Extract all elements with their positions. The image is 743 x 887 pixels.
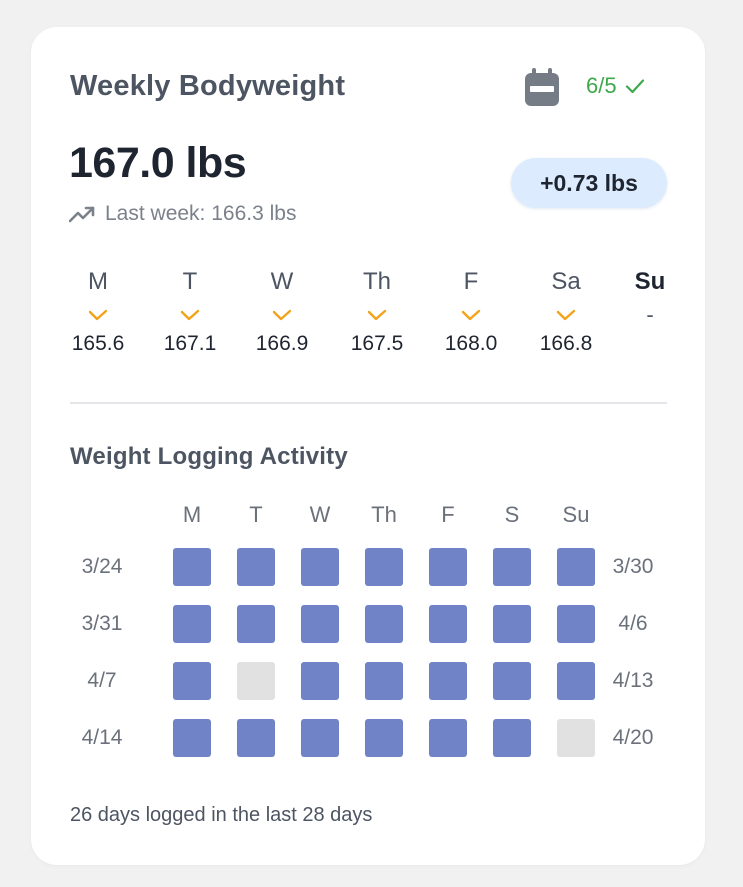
activity-cell-empty[interactable]	[557, 719, 595, 757]
activity-day-header: F	[441, 502, 455, 527]
day-column[interactable]: M 165.6	[53, 268, 143, 356]
trending-up-icon	[69, 206, 95, 223]
day-weight: 166.8	[539, 332, 593, 355]
day-column[interactable]: Th 167.5	[332, 268, 422, 356]
day-weight: -	[646, 302, 654, 327]
goal-count: 6/5	[586, 73, 617, 98]
check-icon	[426, 302, 516, 328]
activity-cell-logged[interactable]	[557, 662, 595, 700]
activity-cell-empty[interactable]	[237, 662, 275, 700]
activity-cell-logged[interactable]	[429, 719, 467, 757]
week-end-label: 3/30	[612, 555, 654, 578]
week-start-label: 3/31	[81, 612, 123, 635]
activity-cell-logged[interactable]	[301, 548, 339, 586]
day-column[interactable]: Sa 166.8	[521, 268, 611, 356]
day-column[interactable]: W 166.9	[237, 268, 327, 356]
activity-cell-logged[interactable]	[365, 548, 403, 586]
check-icon	[145, 302, 235, 328]
activity-cell-logged[interactable]	[237, 548, 275, 586]
activity-cell-logged[interactable]	[429, 605, 467, 643]
activity-cell-logged[interactable]	[429, 548, 467, 586]
day-weight: 168.0	[444, 332, 498, 355]
day-weight: 167.1	[163, 332, 217, 355]
day-label: F	[463, 268, 479, 295]
activity-cell-logged[interactable]	[173, 662, 211, 700]
activity-cell-logged[interactable]	[365, 719, 403, 757]
divider	[70, 402, 667, 404]
activity-cell-logged[interactable]	[237, 605, 275, 643]
activity-day-header: M	[182, 502, 202, 527]
day-label: Su	[634, 268, 666, 295]
day-label: M	[88, 268, 108, 295]
check-icon	[332, 302, 422, 328]
activity-cell-logged[interactable]	[557, 548, 595, 586]
day-weight: 167.5	[350, 332, 404, 355]
activity-cell-logged[interactable]	[237, 719, 275, 757]
activity-cell-logged[interactable]	[365, 662, 403, 700]
activity-cell-logged[interactable]	[301, 605, 339, 643]
check-icon	[521, 302, 611, 328]
goal-progress: 6/5	[586, 73, 645, 99]
activity-cell-logged[interactable]	[301, 719, 339, 757]
week-start-label: 4/7	[87, 669, 117, 692]
last-week-text: Last week: 166.3 lbs	[105, 202, 297, 225]
day-label: Th	[362, 268, 391, 295]
activity-cell-logged[interactable]	[429, 662, 467, 700]
week-end-label: 4/20	[612, 726, 654, 749]
weight-delta-badge: +0.73 lbs	[511, 158, 667, 208]
day-column[interactable]: T 167.1	[145, 268, 235, 356]
activity-cell-logged[interactable]	[493, 605, 531, 643]
activity-day-header: Th	[371, 502, 397, 527]
day-label: T	[182, 268, 198, 295]
bodyweight-card: Weekly Bodyweight 6/5 167.0 lbs +0.73 lb…	[31, 27, 705, 865]
activity-cell-logged[interactable]	[557, 605, 595, 643]
activity-cell-logged[interactable]	[173, 719, 211, 757]
day-label: W	[270, 268, 294, 295]
day-column[interactable]: Su -	[605, 268, 695, 328]
activity-day-header: S	[504, 502, 520, 527]
activity-cell-logged[interactable]	[493, 662, 531, 700]
goal-check-icon	[625, 79, 644, 94]
activity-summary: 26 days logged in the last 28 days	[70, 804, 373, 826]
day-label: Sa	[551, 268, 581, 295]
week-end-label: 4/6	[618, 612, 648, 635]
activity-day-header: T	[249, 502, 263, 527]
check-icon	[237, 302, 327, 328]
activity-cell-logged[interactable]	[493, 548, 531, 586]
current-weight: 167.0 lbs	[69, 139, 247, 187]
calendar-icon[interactable]	[524, 67, 560, 107]
activity-cell-logged[interactable]	[301, 662, 339, 700]
activity-cell-logged[interactable]	[493, 719, 531, 757]
activity-cell-logged[interactable]	[173, 605, 211, 643]
day-weight: 165.6	[71, 332, 125, 355]
card-title: Weekly Bodyweight	[70, 70, 346, 102]
week-end-label: 4/13	[612, 669, 654, 692]
day-value-dash: -	[605, 302, 695, 328]
day-weight: 166.9	[255, 332, 309, 355]
check-icon	[53, 302, 143, 328]
week-start-label: 4/14	[81, 726, 123, 749]
activity-cell-logged[interactable]	[173, 548, 211, 586]
activity-day-header: W	[309, 502, 331, 527]
week-start-label: 3/24	[81, 555, 123, 578]
activity-day-header: Su	[562, 502, 590, 527]
activity-title: Weight Logging Activity	[70, 443, 348, 470]
activity-cell-logged[interactable]	[365, 605, 403, 643]
last-week-row: Last week: 166.3 lbs	[69, 202, 296, 226]
day-column[interactable]: F 168.0	[426, 268, 516, 356]
